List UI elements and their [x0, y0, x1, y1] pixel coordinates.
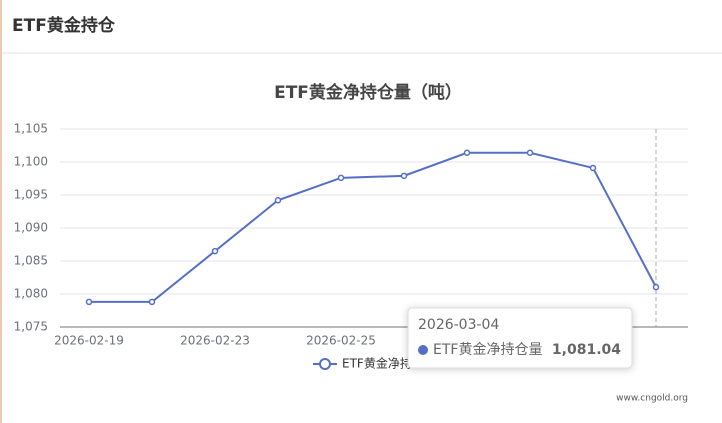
point — [589, 164, 597, 172]
point — [652, 283, 660, 291]
point — [211, 247, 219, 255]
point — [400, 172, 408, 180]
tooltip-box — [407, 307, 633, 369]
y-tick-label: 1,095 — [14, 188, 48, 202]
x-tick-label: 2026-02-23 — [180, 334, 250, 348]
tooltip: 2026-03-04 ETF黄金净持仓量 1,081.04 — [407, 307, 633, 369]
tooltip-date: 2026-03-04 — [418, 317, 499, 333]
point — [148, 298, 156, 306]
point — [274, 197, 282, 204]
legend-marker — [319, 358, 331, 370]
y-tick-label: 1,080 — [14, 287, 48, 301]
header-title: ETF黄金持仓 — [12, 15, 116, 36]
point — [337, 174, 345, 182]
x-tick-label: 2026-02-19 — [54, 334, 124, 348]
tooltip-series: ETF黄金净持仓量 — [433, 341, 542, 358]
y-tick-label: 1,090 — [14, 221, 48, 235]
y-tick-label: 1,105 — [14, 122, 48, 136]
x-tick-label: 2026-02-25 — [306, 334, 376, 348]
line — [89, 151, 657, 303]
tooltip-marker — [418, 345, 428, 355]
left-border — [0, 0, 2, 423]
y-tick-label: 1,075 — [14, 320, 48, 334]
y-tick-label: 1,100 — [14, 155, 48, 169]
chart-title: ETF黄金净持仓量（吨） — [274, 82, 462, 103]
source: www.cngold.org — [616, 394, 688, 404]
point — [526, 149, 534, 157]
point — [85, 298, 93, 306]
y-tick-label: 1,085 — [14, 254, 48, 268]
tooltip-value: 1,081.04 — [552, 342, 621, 358]
point — [463, 149, 471, 157]
